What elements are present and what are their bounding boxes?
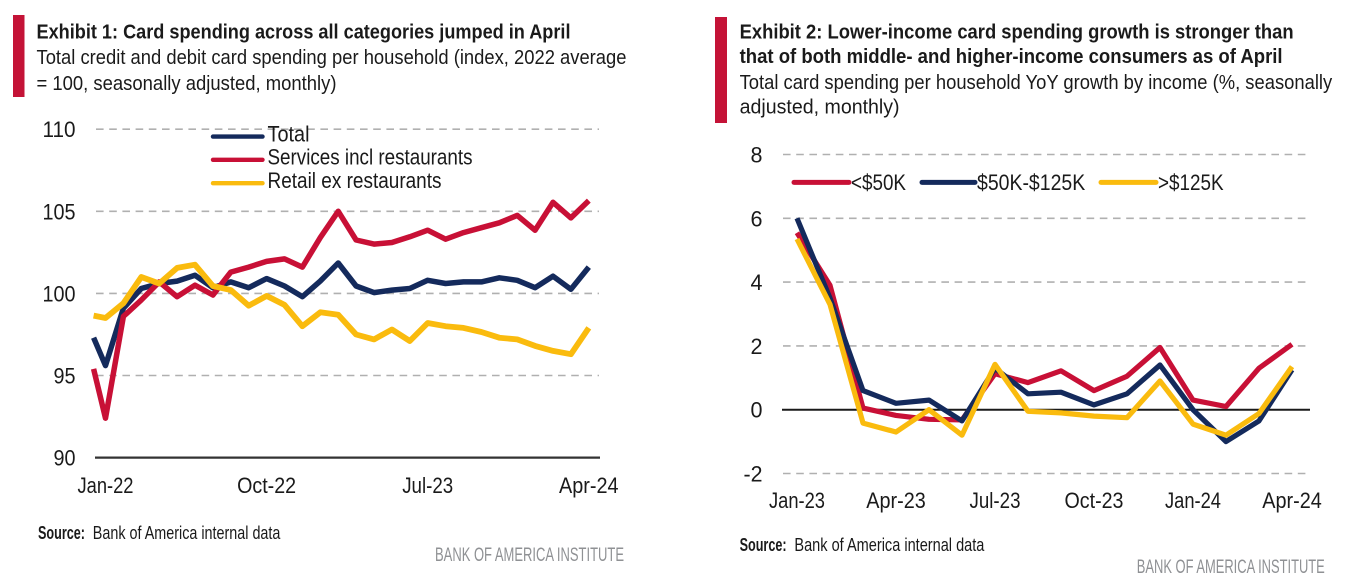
svg-text:Apr-24: Apr-24 — [1262, 488, 1322, 513]
svg-text:BANK OF AMERICA INSTITUTE: BANK OF AMERICA INSTITUTE — [1137, 557, 1325, 578]
svg-text:Services incl restaurants: Services incl restaurants — [268, 145, 473, 170]
svg-text:105: 105 — [43, 199, 76, 224]
svg-text:Retail ex restaurants: Retail ex restaurants — [268, 168, 442, 193]
svg-text:Apr-23: Apr-23 — [866, 488, 926, 513]
svg-text:8: 8 — [751, 143, 763, 168]
svg-text:BANK OF AMERICA INSTITUTE: BANK OF AMERICA INSTITUTE — [435, 545, 624, 566]
svg-text:Exhibit 1: Card spending acros: Exhibit 1: Card spending across all cate… — [37, 21, 571, 44]
svg-text:95: 95 — [54, 364, 76, 389]
svg-text:Jan-24: Jan-24 — [1165, 488, 1221, 513]
svg-text:that of both middle- and highe: that of both middle- and higher-income c… — [740, 45, 1283, 68]
svg-text:Oct-23: Oct-23 — [1065, 488, 1124, 513]
svg-text:Total card spending per househ: Total card spending per household YoY gr… — [740, 71, 1333, 94]
svg-text:Apr-24: Apr-24 — [559, 473, 619, 498]
svg-text:2: 2 — [751, 334, 763, 359]
svg-text:Total: Total — [268, 121, 310, 146]
svg-text:>$125K: >$125K — [1158, 170, 1224, 195]
svg-text:90: 90 — [54, 446, 76, 471]
svg-text:6: 6 — [751, 206, 763, 231]
svg-text:Jan-22: Jan-22 — [78, 473, 134, 498]
svg-text:$50K-$125K: $50K-$125K — [977, 170, 1085, 195]
svg-text:0: 0 — [751, 398, 763, 423]
svg-text:100: 100 — [43, 281, 76, 306]
svg-text:= 100, seasonally adjusted, mo: = 100, seasonally adjusted, monthly) — [37, 72, 337, 95]
svg-text:<$50K: <$50K — [851, 170, 906, 195]
svg-text:4: 4 — [751, 270, 763, 295]
svg-text:Jul-23: Jul-23 — [970, 488, 1021, 513]
svg-text:Bank of America internal data: Bank of America internal data — [93, 522, 281, 543]
svg-text:Total credit and debit card sp: Total credit and debit card spending per… — [37, 46, 627, 69]
svg-text:-2: -2 — [744, 462, 763, 487]
svg-text:Source:: Source: — [38, 522, 85, 543]
svg-text:Exhibit 2: Lower-income card s: Exhibit 2: Lower-income card spending gr… — [740, 21, 1294, 44]
svg-text:adjusted, monthly): adjusted, monthly) — [740, 96, 900, 119]
svg-text:Jul-23: Jul-23 — [402, 473, 453, 498]
svg-text:Oct-22: Oct-22 — [237, 473, 296, 498]
svg-text:Source:: Source: — [740, 534, 787, 555]
svg-text:Jan-23: Jan-23 — [769, 488, 825, 513]
svg-text:110: 110 — [43, 117, 76, 142]
svg-text:Bank of America internal data: Bank of America internal data — [794, 534, 985, 555]
